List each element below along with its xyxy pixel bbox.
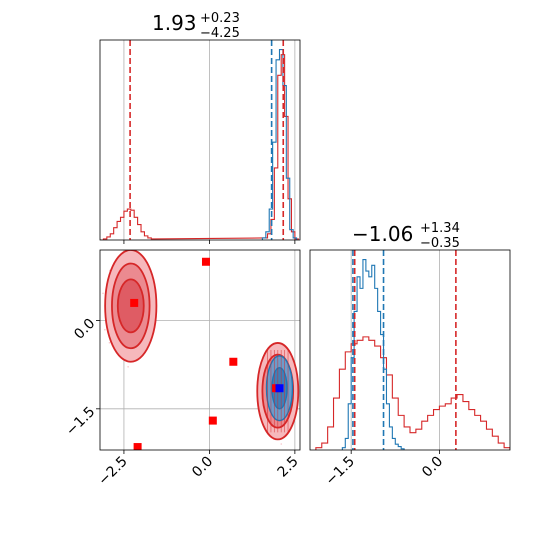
br-blue — [341, 258, 405, 450]
title-param1: 1.93 +0.23 −4.25 — [152, 11, 240, 41]
bl-x-ticklabel-0: −2.5 — [95, 454, 130, 489]
scatter-2d-panel: −2.5 0.0 2.5 0.0 −1.5 — [63, 249, 302, 489]
br-frame — [309, 249, 511, 451]
bl-frame — [99, 249, 301, 451]
bl-blue-marker-0 — [275, 384, 284, 393]
bl-sample-dot — [280, 443, 283, 445]
bl-plot-area — [102, 250, 300, 450]
bl-red-marker-0 — [130, 298, 139, 307]
title-param2-upper: +1.34 — [420, 221, 460, 236]
bl-x-ticklabel-1: 0.0 — [189, 454, 216, 481]
tl-red — [100, 54, 299, 240]
title-param1-upper: +0.23 — [200, 11, 240, 26]
bl-red-marker-3 — [208, 416, 217, 425]
br-x-ticklabel-0: −1.5 — [323, 454, 358, 489]
title-param2-lower: −0.35 — [420, 236, 460, 251]
bl-y-ticklabel-1: −1.5 — [63, 404, 98, 439]
title-param2-value: −1.06 — [352, 222, 413, 246]
title-param2: −1.06 +1.34 −0.35 — [352, 221, 460, 251]
bl-sample-dot — [104, 328, 106, 331]
bl-x-ticklabel-2: 2.5 — [275, 454, 302, 481]
bl-red-marker-1 — [201, 257, 210, 266]
br-red — [315, 336, 510, 450]
histogram-param2-panel: −1.5 0.0 — [309, 249, 511, 489]
title-param1-lower: −4.25 — [200, 26, 240, 41]
tl-frame — [99, 39, 301, 241]
bl-y-ticklabel-0: 0.0 — [71, 316, 98, 343]
br-x-ticklabel-1: 0.0 — [419, 454, 446, 481]
bl-sample-dot — [127, 365, 129, 368]
bl-sample-dot — [102, 292, 104, 295]
title-param1-value: 1.93 — [152, 11, 197, 35]
tl-blue — [261, 48, 298, 240]
bl-red-marker-4 — [133, 443, 142, 450]
bl-sample-dot — [108, 341, 111, 344]
bl-red-marker-2 — [229, 357, 238, 366]
histogram-param1-panel — [99, 39, 301, 244]
